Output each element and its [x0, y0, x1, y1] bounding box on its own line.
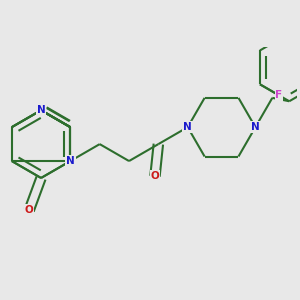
- Text: O: O: [25, 205, 34, 215]
- Text: N: N: [251, 122, 260, 132]
- Text: N: N: [183, 122, 192, 132]
- Text: N: N: [37, 105, 45, 115]
- Text: O: O: [151, 171, 159, 181]
- Text: F: F: [275, 90, 283, 100]
- Text: N: N: [66, 156, 75, 166]
